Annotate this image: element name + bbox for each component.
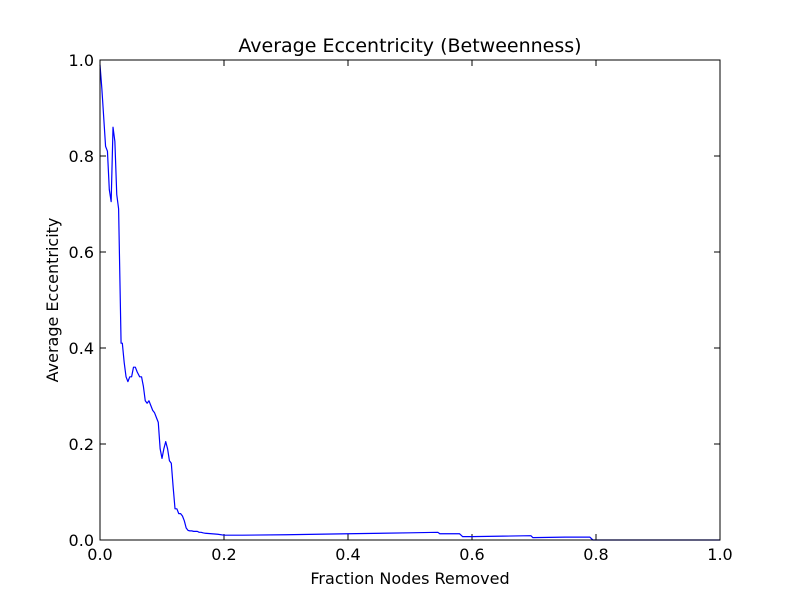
- y-tick-label: 0.2: [69, 435, 94, 454]
- x-tick-label: 0.4: [335, 545, 360, 564]
- x-tick-label: 0.8: [583, 545, 608, 564]
- ticks: [99, 59, 721, 541]
- y-tick-label: 0.0: [69, 531, 94, 550]
- y-tick-label: 0.6: [69, 243, 94, 262]
- x-axis-label: Fraction Nodes Removed: [310, 569, 509, 588]
- y-axis-label: Average Eccentricity: [43, 218, 62, 383]
- x-tick-label: 1.0: [707, 545, 732, 564]
- series-line: [99, 64, 720, 541]
- chart-title: Average Eccentricity (Betweenness): [238, 35, 581, 57]
- x-tick-label: 0.2: [211, 545, 236, 564]
- y-tick-label: 0.8: [69, 147, 94, 166]
- x-tick-label: 0.0: [87, 545, 112, 564]
- x-tick-label: 0.6: [459, 545, 484, 564]
- plot-frame: [99, 59, 721, 541]
- tick-labels: 0.0 0.2 0.4 0.6 0.8 1.0 0.0 0.2 0.4 0.6 0.8 1.0: [69, 51, 733, 564]
- y-tick-label: 0.4: [69, 339, 94, 358]
- y-tick-label: 1.0: [69, 51, 94, 70]
